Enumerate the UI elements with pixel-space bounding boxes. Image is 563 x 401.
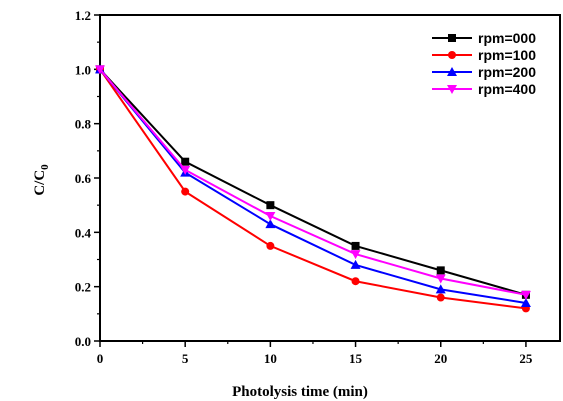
legend-entry: rpm=400	[432, 81, 536, 97]
x-tick-label: 15	[349, 351, 363, 366]
data-point	[351, 241, 360, 250]
series-line	[99, 68, 527, 310]
y-tick-label: 1.0	[75, 62, 91, 77]
data-point	[180, 165, 191, 175]
data-point	[435, 274, 446, 284]
data-point	[351, 277, 360, 286]
y-tick-label: 0.4	[75, 225, 92, 240]
x-tick-label: 25	[519, 351, 533, 366]
data-point	[436, 266, 445, 275]
x-tick-label: 0	[97, 351, 104, 366]
data-point	[181, 157, 190, 166]
y-tick-label: 0.2	[75, 280, 91, 295]
data-point	[350, 250, 361, 260]
axis-ticks: 0 5 10 15 20 25 0.0 0.2 0.4 0.6 0.8 1.0 1.2	[75, 8, 533, 366]
legend-label: rpm=100	[478, 47, 536, 63]
legend-entry: rpm=000	[432, 30, 536, 46]
data-point	[265, 219, 276, 229]
x-tick-label: 20	[434, 351, 447, 366]
legend-marker	[448, 51, 456, 59]
legend-marker	[448, 34, 456, 42]
legend-label: rpm=400	[478, 81, 536, 97]
data-point	[436, 293, 445, 302]
series-line	[99, 68, 527, 304]
legend-marker	[447, 85, 457, 94]
x-axis-label: Photolysis time (min)	[232, 384, 368, 400]
series-rpm=400	[95, 65, 531, 300]
series-layer	[95, 64, 531, 313]
legend-entry: rpm=100	[432, 47, 536, 63]
legend-label: rpm=000	[478, 30, 536, 46]
series-rpm=100	[96, 65, 530, 313]
data-point	[266, 241, 275, 250]
data-point	[95, 65, 105, 75]
y-axis-label-main: C/C	[32, 170, 48, 196]
x-tick-label: 10	[264, 351, 277, 366]
series-line	[99, 68, 527, 296]
data-point	[520, 297, 531, 307]
data-point	[266, 201, 275, 210]
data-point	[181, 187, 190, 196]
y-axis-label: C/C0	[32, 164, 51, 196]
data-point	[350, 259, 361, 269]
series-rpm=200	[95, 64, 531, 307]
legend-entry: rpm=200	[432, 64, 536, 80]
legend-marker	[447, 67, 457, 76]
y-tick-label: 0.0	[75, 334, 91, 349]
y-axis-label-sub: 0	[39, 164, 51, 170]
series-line	[99, 68, 527, 296]
data-point	[265, 212, 276, 222]
y-tick-label: 1.2	[75, 8, 91, 23]
y-tick-label: 0.6	[75, 171, 92, 186]
data-point	[520, 290, 531, 300]
legend-label: rpm=200	[478, 64, 536, 80]
x-tick-label: 5	[182, 351, 189, 366]
y-tick-label: 0.8	[75, 117, 92, 132]
data-point	[435, 284, 446, 294]
